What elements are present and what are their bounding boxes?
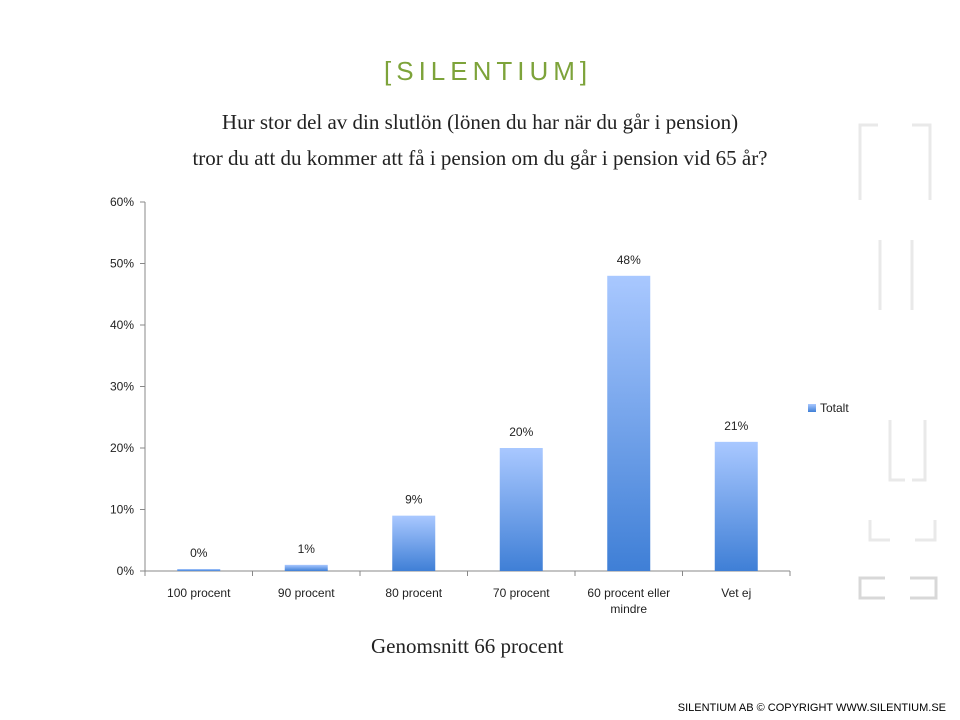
y-tick-label: 20% xyxy=(110,441,134,455)
bracket-decoration xyxy=(858,123,938,600)
y-tick-label: 60% xyxy=(110,195,134,209)
bar xyxy=(499,448,543,571)
data-label: 48% xyxy=(617,253,641,267)
average-caption: Genomsnitt 66 procent xyxy=(371,634,564,658)
data-label: 1% xyxy=(298,542,316,556)
brand-logo: [SILENTIUM] xyxy=(384,56,593,86)
y-tick-label: 50% xyxy=(110,257,134,271)
legend-label: Totalt xyxy=(820,401,849,415)
copyright-footer: SILENTIUM AB © COPYRIGHT WWW.SILENTIUM.S… xyxy=(677,702,946,714)
chart-title-line-2: tror du att du kommer att få i pension o… xyxy=(192,146,768,170)
bar xyxy=(177,569,221,571)
legend-swatch xyxy=(808,404,816,412)
data-label: 0% xyxy=(190,546,208,560)
x-category-label: mindre xyxy=(610,602,647,616)
data-label: 21% xyxy=(724,419,748,433)
y-tick-label: 10% xyxy=(110,503,134,517)
bar xyxy=(714,441,758,571)
x-category-label: 70 procent xyxy=(493,586,550,600)
data-label: 9% xyxy=(405,493,423,507)
x-category-label: Vet ej xyxy=(721,586,751,600)
x-category-label: 60 procent eller xyxy=(587,586,670,600)
y-tick-label: 30% xyxy=(110,380,134,394)
chart-title-line-1: Hur stor del av din slutlön (lönen du ha… xyxy=(221,110,739,134)
y-tick-label: 0% xyxy=(117,564,135,578)
bar xyxy=(607,275,651,571)
bar xyxy=(284,564,328,571)
x-category-label: 90 procent xyxy=(278,586,335,600)
x-category-label: 80 procent xyxy=(385,586,442,600)
y-tick-label: 40% xyxy=(110,318,134,332)
bar xyxy=(392,515,436,571)
x-category-label: 100 procent xyxy=(167,586,231,600)
data-label: 20% xyxy=(509,425,533,439)
